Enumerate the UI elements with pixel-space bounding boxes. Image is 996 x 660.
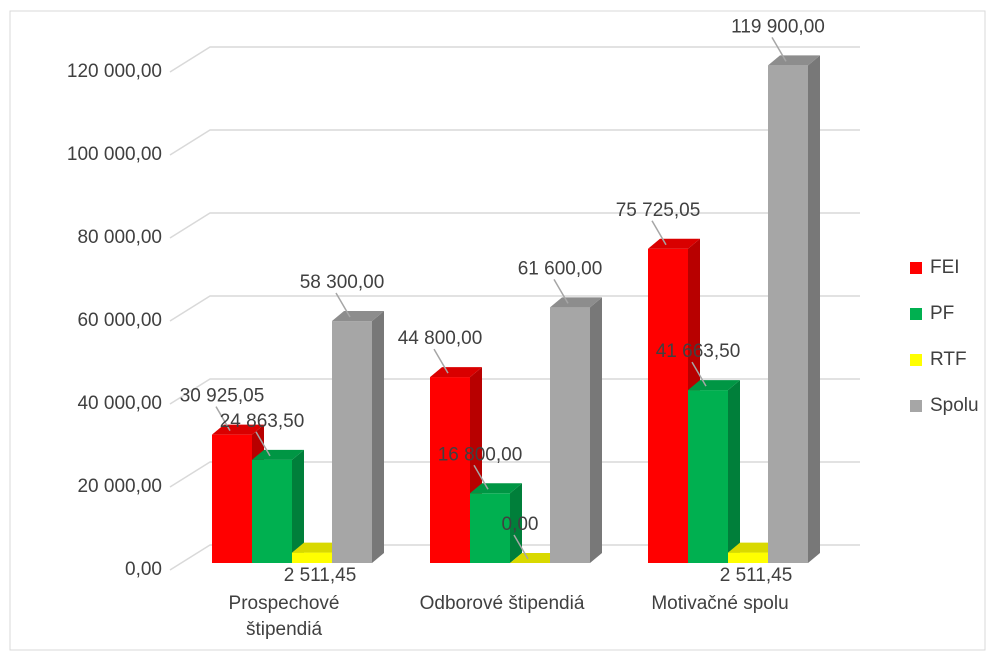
bar: [252, 459, 292, 563]
bar-top: [768, 55, 820, 66]
leader-line: [513, 534, 529, 560]
legend-label: RTF: [930, 349, 967, 370]
bar: [550, 307, 590, 563]
bar-side: [372, 311, 384, 563]
data-label: 61 600,00: [518, 258, 603, 279]
x-tick-label: Motivačné spolu: [651, 593, 789, 614]
grid-line: [169, 461, 860, 488]
bar-top: [292, 542, 344, 553]
bar-top: [332, 311, 384, 322]
grid-line: [169, 295, 860, 322]
grid-line: [169, 46, 860, 73]
bar-top: [430, 367, 482, 378]
data-label: 75 725,05: [616, 200, 701, 221]
y-tick-label: 100 000,00: [67, 144, 162, 165]
y-tick-label: 20 000,00: [77, 476, 162, 497]
chart-border: [9, 10, 986, 651]
bar: [430, 377, 470, 563]
grid-line: [169, 544, 860, 571]
grid-line: [169, 212, 860, 239]
data-label: 2 511,45: [720, 565, 793, 586]
grid-line: [169, 129, 860, 156]
x-tick-label: Odborové štipendiá: [419, 593, 585, 614]
y-tick-label: 40 000,00: [77, 393, 162, 414]
data-label: 2 511,45: [284, 565, 357, 586]
leader-line: [473, 464, 489, 490]
legend-swatch: [910, 400, 922, 412]
data-label: 24 863,50: [220, 411, 305, 432]
x-tick-label: Prospechové štipendiá: [228, 593, 340, 640]
bar: [648, 248, 688, 564]
y-tick-label: 80 000,00: [77, 227, 162, 248]
bar: [212, 434, 252, 563]
bar-top: [648, 238, 700, 249]
legend-label: FEI: [930, 257, 960, 278]
legend-swatch: [910, 262, 922, 274]
legend-label: Spolu: [930, 395, 979, 416]
leader-line: [771, 37, 787, 62]
legend-label: PF: [930, 303, 954, 324]
y-tick-label: 0,00: [125, 559, 162, 580]
bar-side: [728, 380, 740, 563]
bar: [688, 390, 728, 563]
leader-line: [335, 292, 351, 318]
bar-top: [510, 553, 562, 563]
y-tick-label: 120 000,00: [67, 61, 162, 82]
bar: [292, 552, 332, 563]
bar: [768, 65, 808, 563]
leader-line: [433, 348, 449, 374]
leader-line: [691, 361, 707, 387]
data-label: 41 663,50: [656, 341, 741, 362]
data-label: 16 800,00: [438, 444, 523, 465]
data-label: 58 300,00: [300, 272, 385, 293]
data-label: 119 900,00: [731, 16, 825, 37]
bar-top: [212, 424, 264, 435]
bar-side: [292, 449, 304, 563]
bar-top: [550, 297, 602, 308]
leader-line: [651, 220, 667, 246]
bar-side: [808, 55, 820, 563]
bar-side: [590, 297, 602, 563]
bar-top: [728, 542, 780, 553]
bar: [332, 321, 372, 563]
leader-line: [255, 431, 271, 457]
bar-top: [252, 449, 304, 460]
data-label: 30 925,05: [180, 386, 265, 407]
legend-swatch: [910, 308, 922, 320]
bar: [470, 493, 510, 563]
data-label: 0,00: [502, 514, 539, 535]
y-tick-label: 60 000,00: [77, 310, 162, 331]
leader-line: [215, 406, 231, 432]
bar-top: [688, 380, 740, 391]
leader-line: [553, 278, 569, 304]
grid-line: [169, 378, 860, 405]
bar-top: [470, 483, 522, 494]
data-label: 44 800,00: [398, 328, 483, 349]
legend-swatch: [910, 354, 922, 366]
bar: [728, 552, 768, 563]
